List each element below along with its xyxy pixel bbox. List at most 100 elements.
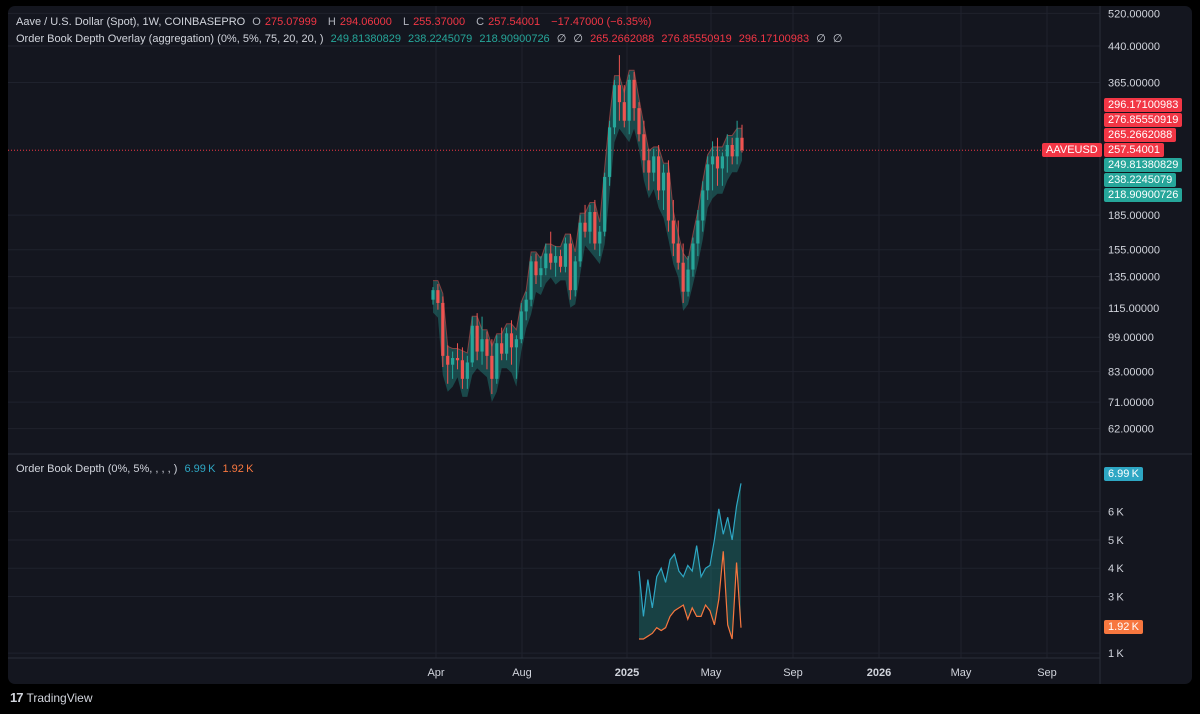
- candle-body: [588, 212, 592, 232]
- overlay-title: Order Book Depth Overlay (aggregation) (…: [16, 33, 324, 45]
- symbol-price-tag: AAVEUSD: [1042, 143, 1102, 157]
- price-tag: 218.90900726: [1104, 188, 1183, 202]
- candle-body: [475, 325, 479, 352]
- overlay-na-4: ∅: [832, 33, 843, 45]
- price-tag: 249.81380829: [1104, 158, 1183, 172]
- candle-body: [500, 343, 504, 354]
- price-tick-label: 440.00000: [1108, 41, 1160, 53]
- depth-tick-label: 6 K: [1108, 507, 1124, 519]
- candle-body: [661, 172, 666, 191]
- candle-body: [632, 79, 636, 109]
- candle-body: [657, 156, 661, 191]
- time-axis-ticks: Apr Aug 2025 May Sep 2026 May Sep: [427, 667, 1056, 679]
- candle-body: [676, 243, 680, 263]
- overlay-na-3: ∅: [816, 33, 826, 45]
- brand-footer[interactable]: 17 TradingView: [10, 690, 93, 705]
- candle-body: [495, 343, 499, 379]
- ohlc-close: C 257.54001: [476, 16, 541, 28]
- depth-title: Order Book Depth (0%, 5%, , , , ): [16, 463, 178, 475]
- overlay-bid-value-3: 218.90900726: [479, 33, 550, 45]
- grid-lines: [8, 6, 1100, 658]
- overlay-indicator-legend[interactable]: Order Book Depth Overlay (aggregation) (…: [16, 32, 846, 45]
- candle-body: [514, 339, 518, 348]
- depth-axis-ticks: 6 K 5 K 4 K 3 K 1 K: [1108, 507, 1124, 661]
- overlay-band-area: [433, 70, 742, 403]
- ohlc-open: O 275.07999: [252, 16, 317, 28]
- candle-body: [436, 290, 440, 303]
- candle-body: [573, 261, 577, 291]
- time-tick-label: Sep: [783, 667, 803, 679]
- candle-body: [480, 339, 484, 352]
- depth-ask-line: [639, 551, 742, 640]
- candle-body: [593, 212, 597, 244]
- price-tick-label: 155.00000: [1108, 245, 1160, 257]
- overlay-ask-value-1: 265.2662088: [590, 33, 655, 45]
- price-tick-label: 99.00000: [1108, 332, 1154, 344]
- candle-body: [485, 339, 489, 356]
- candle-body: [652, 156, 656, 173]
- price-tick-label: 115.00000: [1108, 303, 1159, 315]
- price-tick-label: 365.00000: [1108, 77, 1160, 89]
- candle-body: [617, 85, 621, 103]
- candle-body: [603, 176, 607, 232]
- candle-body: [642, 134, 646, 161]
- tradingview-logo-icon: 17: [10, 690, 24, 705]
- price-tick-label: 135.00000: [1108, 272, 1160, 284]
- chart-canvas[interactable]: 520.00000 440.00000 365.00000 185.00000 155.…: [8, 6, 1192, 684]
- ohlc-high: H 294.06000: [327, 16, 392, 28]
- candle-body: [529, 261, 533, 300]
- candle-body: [691, 243, 695, 270]
- price-tick-label: 83.00000: [1108, 367, 1154, 379]
- candle-body: [598, 231, 602, 244]
- price-tick-label: 520.00000: [1108, 8, 1160, 20]
- candle-body: [519, 311, 523, 340]
- candle-body: [554, 256, 558, 263]
- candle-body: [583, 222, 587, 232]
- candle-body: [730, 144, 734, 157]
- candle-body: [735, 137, 739, 157]
- price-tick-label: 62.00000: [1108, 424, 1154, 436]
- candle-body: [696, 220, 700, 244]
- depth-indicator-legend[interactable]: Order Book Depth (0%, 5%, , , , ) 6.99 K…: [16, 463, 257, 475]
- overlay-na-2: ∅: [573, 33, 583, 45]
- candle-body: [563, 243, 568, 267]
- candle-body: [568, 243, 572, 291]
- candle-body: [544, 253, 548, 269]
- price-tag: 265.2662088: [1104, 128, 1177, 142]
- price-tag: 276.85550919: [1104, 113, 1183, 127]
- candle-body: [740, 137, 744, 151]
- symbol-legend[interactable]: Aave / U.S. Dollar (Spot), 1W, COINBASEP…: [16, 16, 655, 28]
- candle-body: [627, 79, 631, 121]
- candle-body: [671, 220, 675, 244]
- overlay-ask-value-3: 296.17100983: [738, 33, 810, 45]
- time-tick-label: 2025: [615, 667, 639, 679]
- candle-body: [725, 144, 729, 157]
- price-change: −17.47000 (−6.35%): [551, 16, 652, 28]
- time-tick-label: Apr: [427, 667, 444, 679]
- candle-body: [681, 262, 685, 292]
- candle-body: [446, 355, 450, 365]
- candle-body: [666, 172, 671, 221]
- candle-body: [622, 102, 626, 121]
- candle-body: [706, 164, 710, 191]
- candle-body: [465, 362, 469, 379]
- chart-frame: 520.00000 440.00000 365.00000 185.00000 155.…: [8, 6, 1192, 684]
- depth-bid-tag: 6.99 K: [1104, 467, 1143, 481]
- overlay-bid-value-1: 249.81380829: [330, 33, 401, 45]
- candle-body: [686, 269, 690, 292]
- candle-body: [720, 156, 724, 169]
- candle-body: [701, 190, 705, 221]
- depth-bid-line: [638, 483, 742, 617]
- ohlc-low: L 255.37000: [402, 16, 466, 28]
- candle-body: [612, 85, 617, 128]
- depth-tick-label: 5 K: [1108, 535, 1124, 547]
- price-tag: 238.2245079: [1104, 173, 1177, 187]
- candle-body: [710, 156, 715, 165]
- candle-body: [509, 333, 514, 348]
- symbol-title: Aave / U.S. Dollar (Spot), 1W, COINBASEP…: [16, 16, 246, 28]
- candle-body: [431, 290, 435, 300]
- candle-body: [504, 333, 509, 354]
- candle-body: [490, 355, 494, 379]
- depth-overlay-band: [433, 69, 742, 403]
- price-tick-label: 71.00000: [1108, 397, 1154, 409]
